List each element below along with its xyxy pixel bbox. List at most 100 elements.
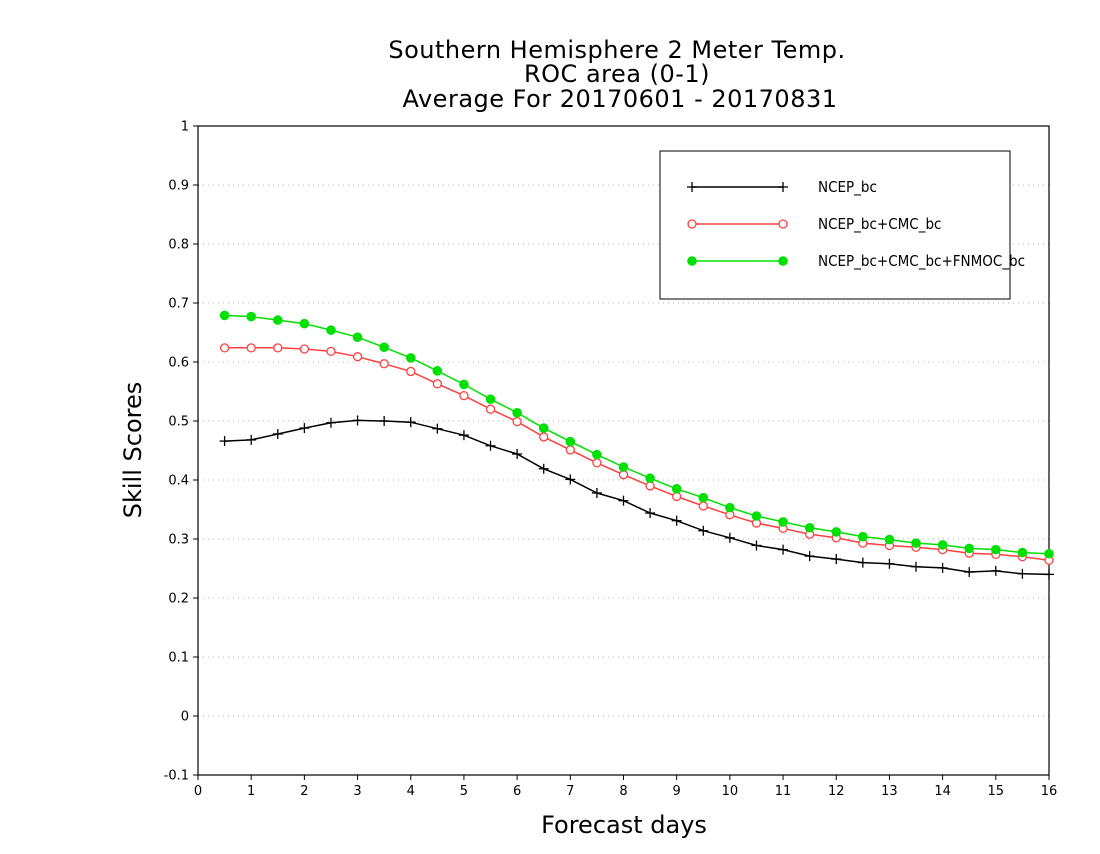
grid-lines xyxy=(198,184,1049,717)
series-2 xyxy=(219,310,1054,559)
series-0-point-26 xyxy=(911,561,922,572)
series-0-point-29 xyxy=(990,565,1001,576)
series-2-point-17 xyxy=(671,484,682,494)
series-2-point-22 xyxy=(804,522,815,533)
series-0-point-21 xyxy=(778,544,789,555)
series-2-point-25 xyxy=(884,534,895,545)
series-2-point-5 xyxy=(352,332,363,343)
series-0-point-1 xyxy=(246,434,257,445)
x-tick-label-1: 1 xyxy=(247,784,255,799)
title-line-3: Average For 20170601 - 20170831 xyxy=(402,85,837,113)
series-line-0 xyxy=(224,419,1050,576)
x-tick-label-14: 14 xyxy=(934,784,951,799)
series-0-point-15 xyxy=(618,495,629,506)
series-line-1 xyxy=(224,347,1050,561)
y-tick-label-6: 0.5 xyxy=(168,415,189,430)
x-tick-label-13: 13 xyxy=(881,784,898,799)
series-2-point-20 xyxy=(751,511,762,521)
x-tick-label-9: 9 xyxy=(673,784,681,799)
series-0-point-23 xyxy=(831,554,842,565)
x-tick-label-15: 15 xyxy=(988,784,1005,799)
series-0-point-5 xyxy=(352,415,363,426)
x-tick-label-16: 16 xyxy=(1041,784,1058,799)
series-1-point-0 xyxy=(219,343,230,353)
series-0-point-0 xyxy=(219,436,230,447)
y-tick-label-4: 0.3 xyxy=(168,533,189,548)
series-2-point-27 xyxy=(937,540,948,550)
series-2-point-14 xyxy=(592,449,602,460)
series-2-point-6 xyxy=(379,342,389,353)
x-tick-label-5: 5 xyxy=(460,784,468,799)
x-tick-label-0: 0 xyxy=(194,784,202,799)
series-0-point-27 xyxy=(937,562,948,573)
legend-entry-1: NCEP_bc+CMC_bc xyxy=(687,215,941,234)
series-0-point-25 xyxy=(884,558,895,569)
series-2-point-0 xyxy=(219,310,230,321)
series-1-point-14 xyxy=(592,458,602,468)
series-0-point-10 xyxy=(485,440,496,451)
series-1-point-16 xyxy=(645,481,655,491)
legend-label-0: NCEP_bc xyxy=(818,178,877,197)
y-tick-label-9: 0.8 xyxy=(168,238,189,253)
series-2-point-16 xyxy=(645,473,655,484)
series-0-point-30 xyxy=(1017,568,1028,579)
legend-box xyxy=(659,150,1011,300)
chart-title: Southern Hemisphere 2 Meter Temp. ROC ar… xyxy=(388,36,845,113)
series-2-point-15 xyxy=(618,462,629,472)
series-0-point-7 xyxy=(405,417,416,428)
series-2-point-9 xyxy=(459,379,469,390)
series-0-point-2 xyxy=(272,428,283,439)
legend-items: NCEP_bc NCEP_bc+CMC_bc NCEP_bc+CMC_bc+FNMO… xyxy=(687,178,1025,271)
legend-marker-left-1 xyxy=(687,219,697,229)
series-2-point-19 xyxy=(725,502,735,513)
y-tick-label-8: 0.7 xyxy=(168,297,189,312)
series-2-point-12 xyxy=(538,423,549,433)
series-0 xyxy=(219,415,1054,580)
series-0-point-28 xyxy=(964,567,975,578)
series-0-point-3 xyxy=(299,423,310,434)
series-0-point-16 xyxy=(645,508,656,519)
series-2-point-30 xyxy=(1017,547,1028,558)
series-0-point-18 xyxy=(698,525,709,536)
x-tick-label-10: 10 xyxy=(722,784,739,799)
legend-marker-right-0 xyxy=(778,182,788,192)
title-line-2: ROC area (0-1) xyxy=(524,60,710,88)
series-1-point-12 xyxy=(539,432,549,442)
legend-label-2: NCEP_bc+CMC_bc+FNMOC_bc xyxy=(818,252,1025,271)
series-line-2 xyxy=(224,314,1050,555)
y-tick-label-1: 0 xyxy=(181,710,189,725)
series-1-point-8 xyxy=(432,379,442,389)
legend: NCEP_bc NCEP_bc+CMC_bc NCEP_bc+CMC_bc+FNMO… xyxy=(659,150,1025,300)
series-2-point-18 xyxy=(698,492,709,503)
series-0-point-24 xyxy=(857,557,868,568)
series-1-point-9 xyxy=(459,390,469,401)
data-series xyxy=(219,310,1054,580)
series-0-point-22 xyxy=(804,551,815,562)
series-1-point-3 xyxy=(299,344,310,354)
legend-marker-right-1 xyxy=(778,219,788,229)
x-tick-label-8: 8 xyxy=(619,784,627,799)
series-2-point-7 xyxy=(405,353,416,363)
legend-marker-left-0 xyxy=(687,182,697,192)
series-0-point-12 xyxy=(538,463,549,474)
y-tick-label-11: 1 xyxy=(181,120,189,135)
series-2-point-26 xyxy=(911,538,921,548)
series-1-point-11 xyxy=(512,416,522,427)
series-1-point-13 xyxy=(565,445,575,455)
series-2-point-2 xyxy=(272,315,283,325)
y-axis-label: Skill Scores xyxy=(119,382,147,519)
series-2-point-11 xyxy=(512,407,522,418)
series-0-point-31 xyxy=(1044,569,1054,580)
legend-marker-right-2 xyxy=(778,256,788,266)
x-tick-label-7: 7 xyxy=(566,784,574,799)
series-1-point-7 xyxy=(406,366,416,377)
x-tick-label-11: 11 xyxy=(775,784,792,799)
series-0-point-17 xyxy=(671,515,682,526)
series-1-point-17 xyxy=(672,491,682,502)
legend-label-1: NCEP_bc+CMC_bc xyxy=(818,215,941,234)
series-2-point-24 xyxy=(858,531,868,542)
y-tick-label-5: 0.4 xyxy=(168,474,189,489)
series-0-point-19 xyxy=(724,532,735,543)
